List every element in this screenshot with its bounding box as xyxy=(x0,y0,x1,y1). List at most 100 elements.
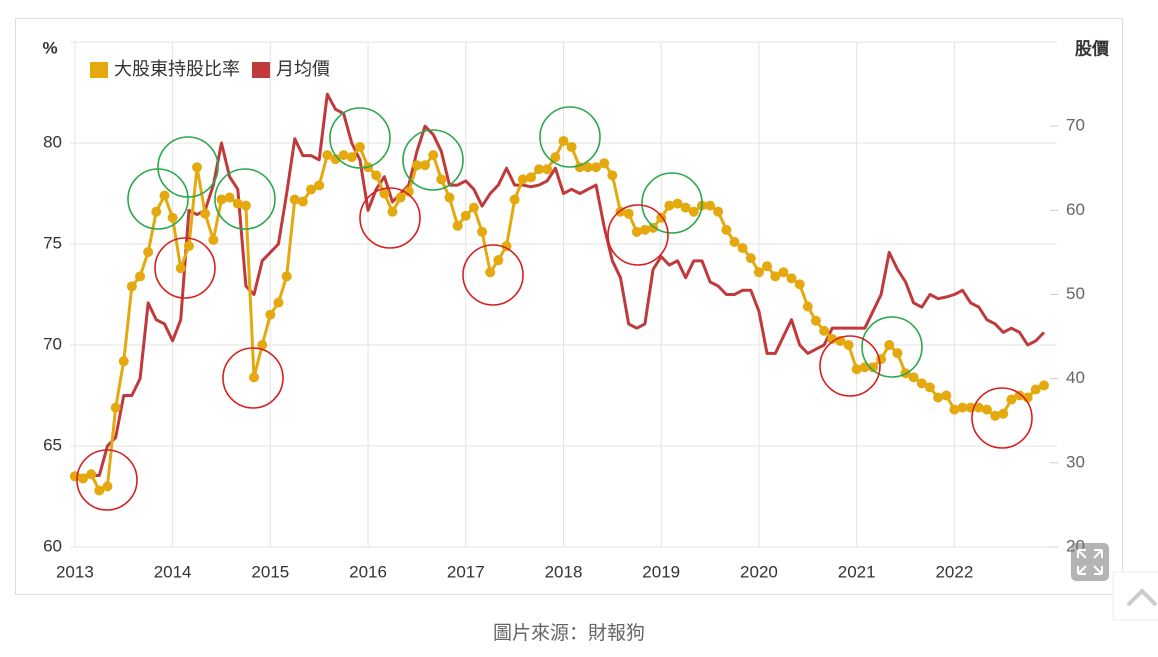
series-marker xyxy=(322,150,333,161)
legend-label: 月均價 xyxy=(276,59,330,79)
green-circle xyxy=(402,129,464,191)
series-marker xyxy=(973,402,984,413)
series-marker xyxy=(444,192,455,203)
series-marker xyxy=(525,172,536,183)
expand-bg[interactable] xyxy=(1071,543,1109,581)
legend: 大股東持股比率 月均價 xyxy=(90,59,330,79)
y2-tick-label: 60 xyxy=(1066,200,1085,219)
series-marker xyxy=(183,241,194,252)
series-marker xyxy=(281,271,292,282)
x-tick-label: 2022 xyxy=(935,562,973,581)
series-marker xyxy=(346,152,357,163)
scroll-top-button[interactable] xyxy=(1112,571,1158,621)
series-marker xyxy=(216,194,227,205)
chart-frame xyxy=(15,18,1123,595)
series-marker xyxy=(941,390,952,401)
series-marker xyxy=(411,160,422,171)
series-marker xyxy=(257,340,268,350)
series-marker xyxy=(721,224,732,235)
series-marker xyxy=(998,408,1009,419)
red-circle xyxy=(154,237,216,299)
series-marker xyxy=(794,279,805,290)
series-marker xyxy=(452,220,463,231)
red-circle xyxy=(971,387,1033,449)
series-marker xyxy=(884,340,895,350)
x-tick-label: 2019 xyxy=(642,562,680,581)
series-marker xyxy=(94,485,105,496)
series-marker xyxy=(493,255,504,266)
y2-tick-label: 30 xyxy=(1066,452,1085,471)
legend-swatch xyxy=(90,62,108,78)
series-marker xyxy=(224,192,235,203)
series-marker xyxy=(599,158,610,169)
red-circle xyxy=(359,187,421,249)
series-marker xyxy=(753,267,764,278)
series-marker xyxy=(534,164,545,175)
series-marker xyxy=(420,160,431,171)
expand-icon xyxy=(1077,549,1103,575)
series-marker xyxy=(436,174,447,185)
series-marker xyxy=(509,194,520,205)
legend-label: 大股東持股比率 xyxy=(114,59,240,79)
series-marker xyxy=(623,208,634,219)
series-marker xyxy=(639,224,650,235)
series-marker xyxy=(550,152,561,163)
series-marker xyxy=(1030,384,1041,395)
series-marker xyxy=(542,164,553,175)
green-circle xyxy=(157,136,219,198)
series-marker xyxy=(688,206,699,217)
series-marker xyxy=(77,473,88,484)
series-marker xyxy=(135,271,146,282)
series-marker xyxy=(705,200,716,211)
series-marker xyxy=(786,273,797,284)
y-tick-label: 70 xyxy=(43,334,62,353)
x-tick-label: 2021 xyxy=(838,562,876,581)
green-circle xyxy=(329,107,391,169)
series-marker xyxy=(802,301,813,312)
series-marker xyxy=(1014,390,1025,401)
series-marker xyxy=(810,315,821,326)
red-circle xyxy=(222,347,284,409)
series-marker xyxy=(110,402,121,413)
series-marker xyxy=(867,362,878,373)
series-marker xyxy=(192,162,203,173)
series-marker xyxy=(102,481,113,492)
series-marker xyxy=(208,234,219,245)
series-marker xyxy=(729,236,740,247)
plot-area: 2013 2014 2015 2016 2017 2018 2019 2020 2021 2022… xyxy=(43,41,1085,581)
series-marker xyxy=(648,222,659,233)
series-marker xyxy=(924,382,935,393)
series-marker xyxy=(851,364,862,375)
series-marker xyxy=(232,198,243,209)
series-marker xyxy=(778,267,789,278)
series-marker xyxy=(949,404,960,415)
x-tick-label: 2013 xyxy=(56,562,94,581)
y-tick-label: 60 xyxy=(43,536,62,555)
series-marker xyxy=(314,180,325,191)
series-marker xyxy=(118,356,129,367)
y2-tick-label: 70 xyxy=(1066,116,1085,135)
expand-button[interactable] xyxy=(1071,543,1109,581)
green-circle xyxy=(214,168,276,230)
series-marker xyxy=(371,170,382,181)
series-marker xyxy=(167,212,178,223)
series-marker xyxy=(501,241,512,252)
series-marker xyxy=(631,226,642,237)
green-circle xyxy=(641,172,703,234)
series-marker xyxy=(200,208,211,219)
series-marker xyxy=(819,325,830,336)
series-marker xyxy=(273,297,284,308)
y2-tick-label: 50 xyxy=(1066,284,1085,303)
series-marker xyxy=(607,170,618,181)
series-line xyxy=(74,92,1046,477)
series-marker xyxy=(591,162,602,173)
x-tick-label: 2014 xyxy=(154,562,192,581)
series-marker xyxy=(916,378,927,389)
series-marker xyxy=(379,188,390,199)
series-marker xyxy=(745,253,756,264)
series-marker xyxy=(86,469,97,480)
x-tick-label: 2017 xyxy=(447,562,485,581)
series-marker xyxy=(297,196,308,207)
series-marker xyxy=(265,309,276,320)
